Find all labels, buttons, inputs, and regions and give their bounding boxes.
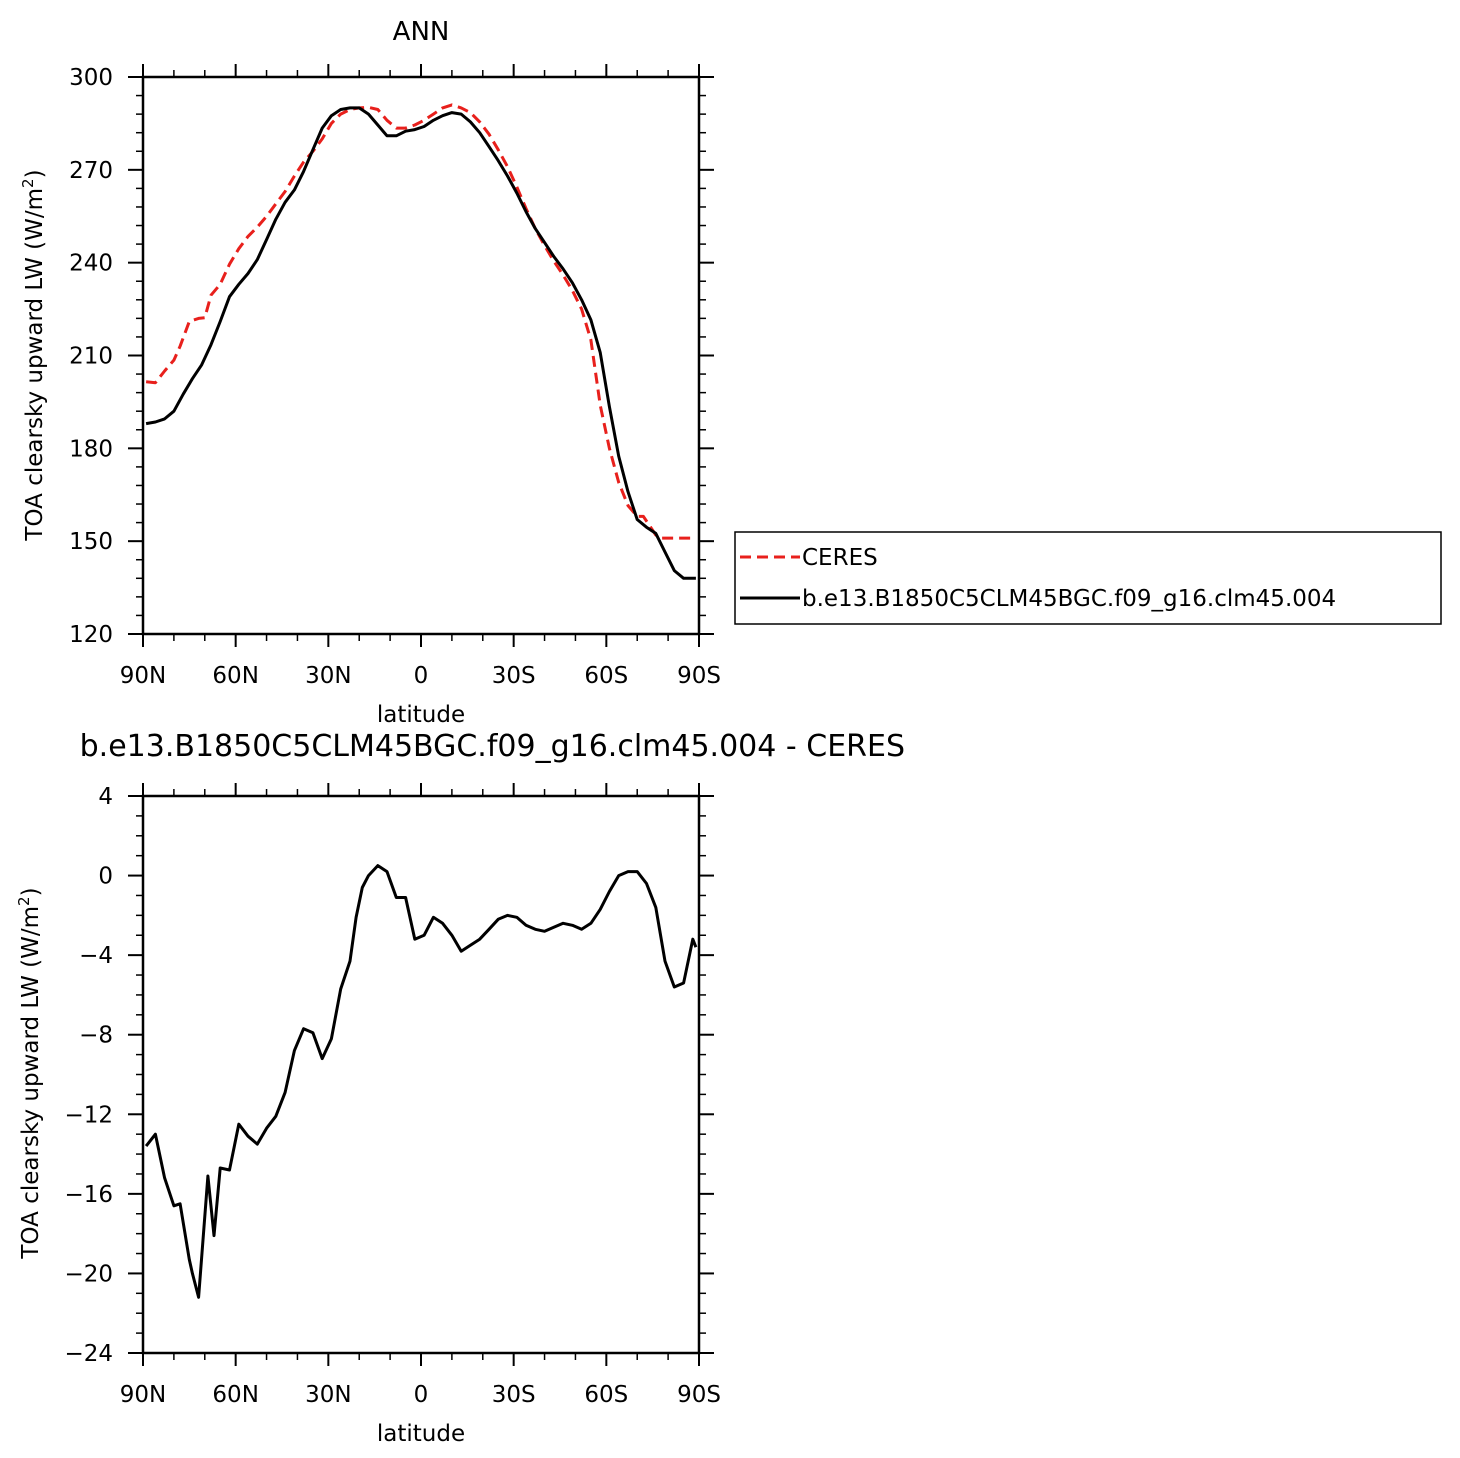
top-y-tick-label: 240 <box>69 251 113 277</box>
bottom-y-tick-label: −8 <box>79 1023 113 1049</box>
bottom-x-tick-label: 90S <box>677 1382 721 1408</box>
top-x-tick-label: 30N <box>305 663 351 689</box>
top-x-tick-label: 60S <box>584 663 628 689</box>
bottom-x-tick-label: 60S <box>584 1382 628 1408</box>
bottom-x-tick-label: 60N <box>212 1382 258 1408</box>
bottom-y-tick-label: −24 <box>64 1341 113 1367</box>
top-x-axis-label: latitude <box>377 702 465 728</box>
top-x-tick-label: 0 <box>414 663 429 689</box>
bottom-y-tick-label: −20 <box>64 1261 113 1287</box>
top-y-tick-label: 180 <box>69 436 113 462</box>
bottom-panel-title: b.e13.B1850C5CLM45BGC.f09_g16.clm45.004 … <box>80 729 905 764</box>
bottom-y-axis-label: TOA clearsky upward LW (W/m2) <box>15 887 44 1259</box>
top-x-tick-label: 90S <box>677 663 721 689</box>
top-x-tick-label: 30S <box>492 663 536 689</box>
bottom-x-tick-label: 30S <box>492 1382 536 1408</box>
legend-box <box>734 531 1442 625</box>
top-panel: ANN TOA clearsky upward LW (W/m2) latitu… <box>19 17 721 728</box>
bottom-x-tick-label: 0 <box>414 1382 429 1408</box>
bottom-y-tick-label: 4 <box>98 784 113 810</box>
bottom-x-tick-label: 30N <box>305 1382 351 1408</box>
legend-ceres-label: CERES <box>802 545 878 571</box>
bottom-y-tick-label: 0 <box>98 864 113 890</box>
bottom-series-line-difference <box>144 864 698 1299</box>
top-y-tick-label: 300 <box>69 65 113 91</box>
top-x-tick-label: 90N <box>120 663 166 689</box>
top-x-tick-label: 60N <box>212 663 258 689</box>
top-y-tick-label: 210 <box>69 344 113 370</box>
bottom-y-tick-label: −4 <box>79 943 113 969</box>
top-y-tick-label: 120 <box>69 622 113 648</box>
legend-model-label: b.e13.B1850C5CLM45BGC.f09_g16.clm45.004 <box>802 586 1336 612</box>
bottom-series-group <box>144 864 698 1299</box>
bottom-x-axis-label: latitude <box>377 1421 465 1447</box>
top-series-line-ceres <box>145 103 696 540</box>
bottom-y-tick-label: −16 <box>64 1182 113 1208</box>
top-y-tick-label: 150 <box>69 529 113 555</box>
bottom-y-tick-label: −12 <box>64 1102 113 1128</box>
legend: CERES b.e13.B1850C5CLM45BGC.f09_g16.clm4… <box>734 531 1442 625</box>
top-series-line-b <box>145 106 696 580</box>
bottom-x-tick-label: 90N <box>120 1382 166 1408</box>
top-y-axis-label: TOA clearsky upward LW (W/m2) <box>19 169 48 541</box>
bottom-plot-frame <box>141 794 701 1355</box>
top-axis-ticks: 90N 60N 30N 0 30S 60S 90S 300 270 240 210 180 150 120 <box>69 64 721 689</box>
bottom-panel: b.e13.B1850C5CLM45BGC.f09_g16.clm45.004 … <box>15 729 905 1447</box>
top-y-tick-label: 270 <box>69 158 113 184</box>
top-series-group <box>145 103 696 580</box>
top-panel-title: ANN <box>393 17 450 47</box>
top-plot-frame <box>141 75 701 636</box>
